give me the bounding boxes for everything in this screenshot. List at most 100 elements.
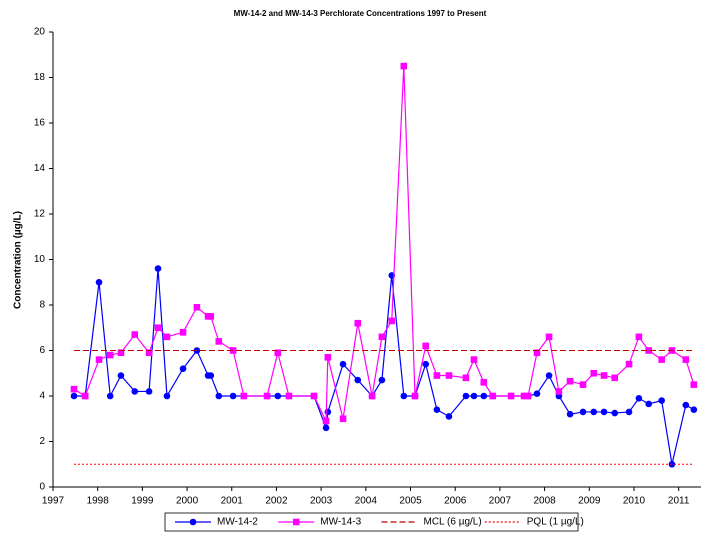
y-tick-label: 0 [39,482,45,493]
data-point [81,392,89,400]
data-point [590,369,598,377]
data-point [658,397,665,404]
data-point [240,392,248,400]
data-point [533,390,541,398]
data-point [520,392,528,400]
data-point [524,392,532,400]
legend-label: MCL (6 µg/L) [424,517,482,528]
data-point [690,406,698,413]
y-tick-label: 20 [34,27,46,38]
x-tick-label: 1999 [131,496,154,507]
y-tick-label: 2 [39,436,45,447]
chart-title: MW-14-2 and MW-14-3 Perchlorate Concentr… [234,9,487,18]
x-tick-label: 2004 [355,496,378,507]
data-point [507,392,515,400]
y-tick-label: 12 [34,209,46,220]
data-point [611,374,619,382]
data-point [645,400,653,408]
data-point [445,372,453,379]
data-point [400,392,408,400]
data-point [106,392,114,400]
data-point [579,408,587,416]
legend-marker [292,518,300,526]
data-point [600,408,608,416]
data-point [566,410,574,418]
data-point [154,265,162,272]
data-point [489,392,497,400]
y-tick-label: 16 [34,118,46,129]
data-point [462,374,470,382]
data-point [658,356,665,363]
y-axis-label: Concentration (µg/L) [13,211,24,309]
x-tick-label: 1998 [87,496,110,507]
x-tick-label: 2002 [265,496,288,507]
data-point [682,356,690,363]
data-point [682,401,690,409]
data-point [285,392,293,400]
y-tick-label: 4 [39,391,45,402]
data-point [579,381,587,388]
data-point [117,372,125,379]
data-point [368,392,376,400]
legend-box [164,512,579,532]
data-point [229,347,237,354]
y-tick-label: 18 [34,72,46,83]
data-point [145,349,153,357]
data-point [131,331,139,338]
data-point [470,392,478,400]
data-point [324,354,332,361]
data-point [70,392,78,400]
data-point [480,392,488,400]
x-tick-label: 1997 [42,496,65,507]
data-point [322,424,330,432]
data-point [555,388,563,395]
data-point [645,347,653,354]
data-point [263,392,271,400]
data-point [229,392,237,400]
y-tick-label: 10 [34,254,46,265]
data-point [625,360,633,368]
data-point [274,392,282,400]
data-point [215,338,223,345]
x-tick-label: 2009 [578,496,601,507]
data-point [215,392,223,400]
legend-marker [189,518,197,526]
data-point [422,342,430,350]
data-point [611,409,619,417]
data-point [106,351,114,359]
data-point [70,385,78,393]
data-point [378,376,386,384]
data-point [433,372,441,379]
data-point [117,349,125,357]
data-point [600,372,608,379]
data-point [533,349,541,357]
data-point [400,62,408,70]
data-point [179,329,187,336]
y-tick-label: 8 [39,300,45,311]
data-point [95,278,103,286]
data-point [625,408,633,416]
data-point [207,313,215,320]
data-point [635,333,643,341]
legend-label: PQL (1 µg/L) [527,517,584,528]
data-point [274,349,282,357]
data-point [462,392,470,400]
x-tick-label: 2003 [310,496,333,507]
data-point [590,408,598,416]
x-tick-label: 2007 [489,496,512,507]
data-point [339,415,347,423]
data-point [690,381,698,388]
data-point [339,360,347,368]
data-point [445,413,453,420]
y-tick-label: 14 [34,163,46,174]
data-point [480,379,488,386]
data-point [324,408,332,416]
x-tick-label: 2001 [221,496,244,507]
data-point [179,365,187,373]
x-tick-label: 2005 [399,496,422,507]
legend-label: MW-14-2 [217,517,258,528]
x-tick-label: 2000 [176,496,199,507]
data-point [95,356,103,363]
x-tick-label: 2011 [668,496,690,507]
